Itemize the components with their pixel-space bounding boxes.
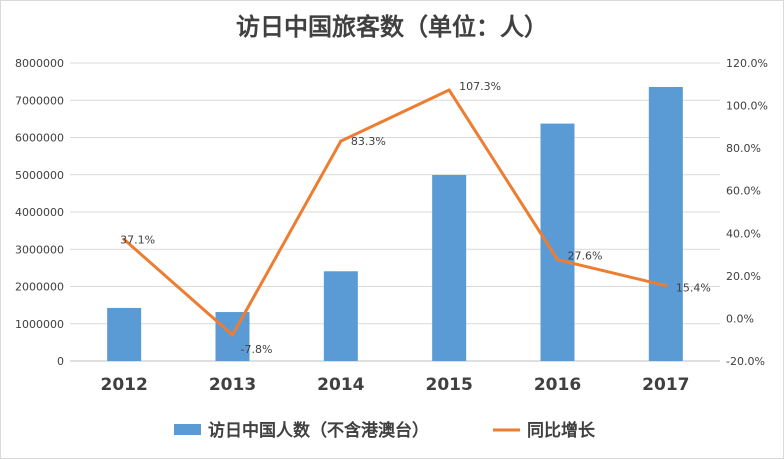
chart-title: 访日中国旅客数（单位：人） [236,13,548,41]
right-tick-label: 120.0% [726,57,768,70]
bar-2012 [107,307,142,361]
legend-line-label: 同比增长 [527,420,596,441]
category-label: 2014 [317,375,364,395]
right-tick-label: 100.0% [726,100,768,113]
growth-point-2015 [447,88,451,92]
legend-bar-label: 访日中国人数（不含港澳台） [208,420,429,441]
growth-point-2016 [556,258,559,262]
left-tick-label: 6000000 [15,132,64,145]
category-label: 2013 [209,375,256,395]
bar-2017 [648,86,683,361]
growth-point-2012 [122,237,126,241]
growth-point-2017 [664,284,668,288]
growth-data-label: -7.8% [241,343,273,356]
bar-2015 [432,174,467,361]
bar-2014 [323,271,358,361]
left-tick-label: 2000000 [15,281,64,294]
growth-data-label: 83.3% [351,135,386,148]
left-tick-label: 0 [57,355,64,368]
category-label: 2017 [642,375,689,395]
category-label: 2016 [534,375,581,395]
growth-point-2013 [231,333,234,337]
growth-data-label: 15.4% [676,282,711,295]
category-label: 2012 [101,375,148,395]
legend: 访日中国人数（不含港澳台） 同比增长 [174,420,596,441]
growth-data-label: 37.1% [120,233,155,246]
growth-data-label: 27.6% [568,250,603,263]
left-tick-label: 4000000 [15,206,64,219]
left-tick-label: 7000000 [15,94,64,107]
category-label: 2015 [426,375,473,395]
right-tick-label: 40.0% [726,227,761,240]
growth-data-label: 107.3% [459,80,501,93]
growth-point-2014 [339,139,343,143]
right-tick-label: 60.0% [726,185,761,198]
growth-line [123,88,667,337]
left-tick-label: 8000000 [15,57,64,70]
left-tick-label: 3000000 [15,243,64,256]
right-tick-label: 80.0% [726,142,761,155]
left-tick-label: 5000000 [15,169,64,182]
right-tick-label: -20.0% [726,355,765,368]
left-tick-label: 1000000 [15,318,64,331]
right-tick-label: 0.0% [726,312,754,325]
right-tick-label: 20.0% [726,270,761,283]
legend-bar-swatch [174,424,201,435]
